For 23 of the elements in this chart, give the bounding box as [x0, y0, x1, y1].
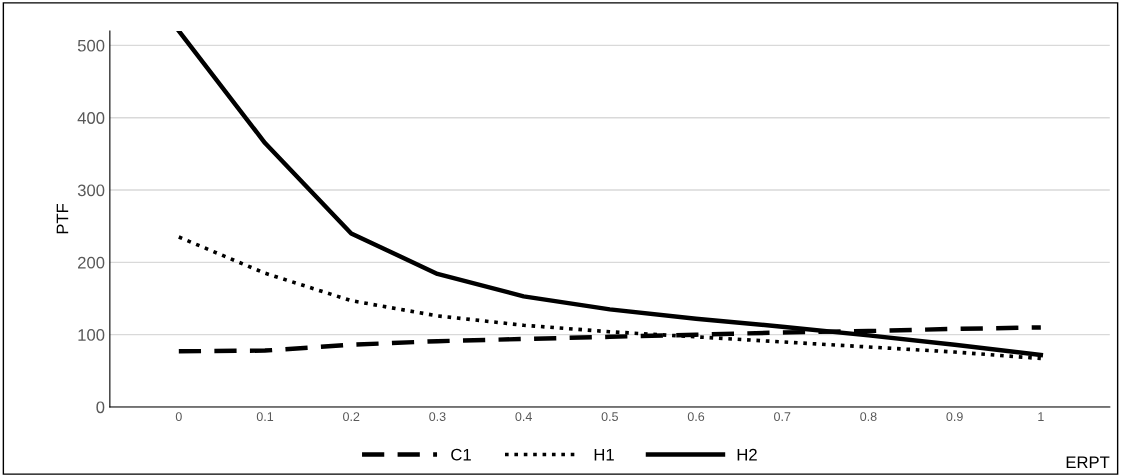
- line-series: [176, 30, 1044, 358]
- legend-label: H2: [737, 448, 757, 461]
- x-tick-label: 0.5: [601, 412, 618, 422]
- x-tick-label: 0.8: [860, 412, 877, 422]
- x-tick-label: 0.7: [774, 412, 791, 422]
- legend-label: H1: [594, 448, 614, 461]
- y-tick-label: 100: [78, 329, 105, 341]
- x-tick-label: 0.3: [429, 412, 446, 422]
- y-tick-label: 400: [77, 112, 105, 124]
- x-tick-label: 1: [1038, 412, 1044, 421]
- x-tick-label: 0.2: [343, 412, 360, 422]
- legend-label: C1: [451, 448, 471, 461]
- x-tick-label: 0: [175, 412, 182, 422]
- y-tick-label: 300: [77, 184, 105, 197]
- y-tick-label: 0: [96, 401, 105, 414]
- y-tick-label: 500: [77, 39, 105, 52]
- x-tick-label: 0.6: [687, 412, 705, 422]
- x-tick-label: 0.4: [515, 412, 532, 422]
- y-axis-title: PTF: [56, 203, 69, 234]
- x-axis-title: ERPT: [1066, 456, 1110, 468]
- y-tick-label: 200: [78, 256, 105, 269]
- x-tick-label: 0.1: [256, 412, 274, 422]
- x-tick-label: 0.9: [946, 412, 963, 422]
